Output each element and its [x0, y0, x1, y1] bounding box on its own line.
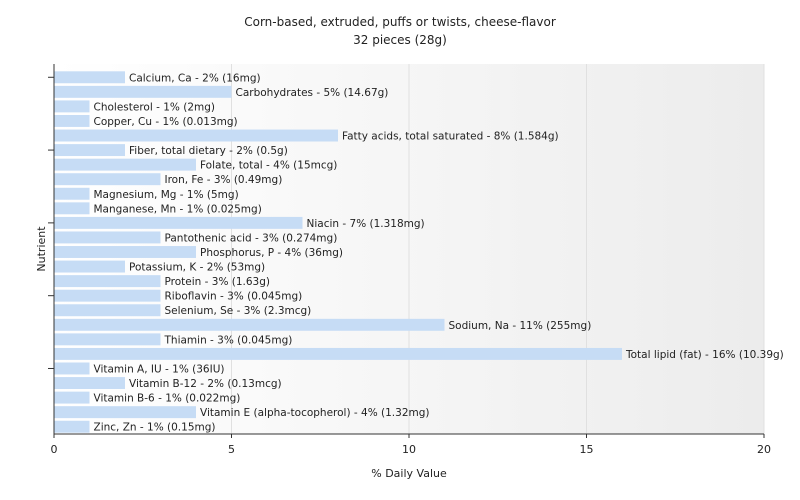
bar-label: Fiber, total dietary - 2% (0.5g) [129, 145, 288, 157]
bar [54, 202, 90, 215]
x-tick-label: 5 [228, 443, 235, 456]
x-tick-label: 20 [757, 443, 771, 456]
bar-label: Pantothenic acid - 3% (0.274mg) [165, 232, 338, 244]
bar-label: Protein - 3% (1.63g) [165, 276, 271, 288]
bar [54, 289, 161, 302]
x-tick-label: 10 [402, 443, 416, 456]
bar [54, 391, 90, 404]
bar [54, 231, 161, 244]
bar [54, 158, 196, 171]
bar-label: Riboflavin - 3% (0.045mg) [165, 291, 303, 303]
bar-label: Iron, Fe - 3% (0.49mg) [165, 174, 283, 186]
bar-label: Fatty acids, total saturated - 8% (1.584… [342, 131, 559, 143]
chart-subtitle: 32 pieces (28g) [353, 33, 447, 47]
bar-label: Thiamin - 3% (0.045mg) [164, 334, 293, 346]
x-axis-label: % Daily Value [371, 467, 447, 480]
bar [54, 304, 161, 317]
y-axis-label: Nutrient [35, 226, 48, 272]
bar [54, 260, 125, 273]
bar-label: Sodium, Na - 11% (255mg) [449, 320, 592, 332]
bar [54, 85, 232, 98]
bar [54, 129, 338, 142]
chart-title: Corn-based, extruded, puffs or twists, c… [244, 15, 556, 29]
bar [54, 362, 90, 375]
bar [54, 333, 161, 346]
bar-label: Niacin - 7% (1.318mg) [307, 218, 425, 230]
bar [54, 216, 303, 229]
bar-label: Calcium, Ca - 2% (16mg) [129, 72, 261, 84]
bar-label: Total lipid (fat) - 16% (10.39g) [625, 349, 784, 361]
bar-label: Vitamin B-12 - 2% (0.13mcg) [129, 378, 282, 390]
bar [54, 114, 90, 127]
axes: 0 5 10 15 20 [48, 64, 771, 456]
bar-label: Folate, total - 4% (15mcg) [200, 160, 337, 172]
bar [54, 173, 161, 186]
bar-label: Magnesium, Mg - 1% (5mg) [94, 189, 239, 201]
bar [54, 187, 90, 200]
bar-label: Vitamin B-6 - 1% (0.022mg) [94, 393, 241, 405]
grid-lines [231, 64, 765, 434]
bar [54, 318, 445, 331]
bar [54, 275, 161, 288]
bar [54, 406, 196, 419]
bar-label: Copper, Cu - 1% (0.013mg) [94, 116, 238, 128]
bar [54, 246, 196, 258]
bar-label: Potassium, K - 2% (53mg) [129, 262, 265, 274]
bar-label: Vitamin E (alpha-tocopherol) - 4% (1.32m… [200, 407, 430, 419]
bar-label: Cholesterol - 1% (2mg) [94, 101, 216, 113]
bar [54, 347, 622, 360]
bar-label: Vitamin A, IU - 1% (36IU) [94, 363, 225, 375]
bars: Calcium, Ca - 2% (16mg) Carbohydrates - 5… [54, 71, 784, 434]
x-tick-label: 0 [51, 443, 58, 456]
bar-label: Zinc, Zn - 1% (0.15mg) [94, 422, 216, 434]
bar [54, 100, 90, 113]
bar [54, 420, 90, 433]
bar [54, 71, 125, 84]
bar-label: Carbohydrates - 5% (14.67g) [236, 87, 389, 99]
x-tick-label: 15 [580, 443, 594, 456]
bar-label: Selenium, Se - 3% (2.3mcg) [165, 305, 312, 317]
bar [54, 377, 125, 390]
bar-label: Phosphorus, P - 4% (36mg) [200, 247, 343, 259]
bar-label: Manganese, Mn - 1% (0.025mg) [94, 203, 262, 215]
bar [54, 144, 125, 157]
